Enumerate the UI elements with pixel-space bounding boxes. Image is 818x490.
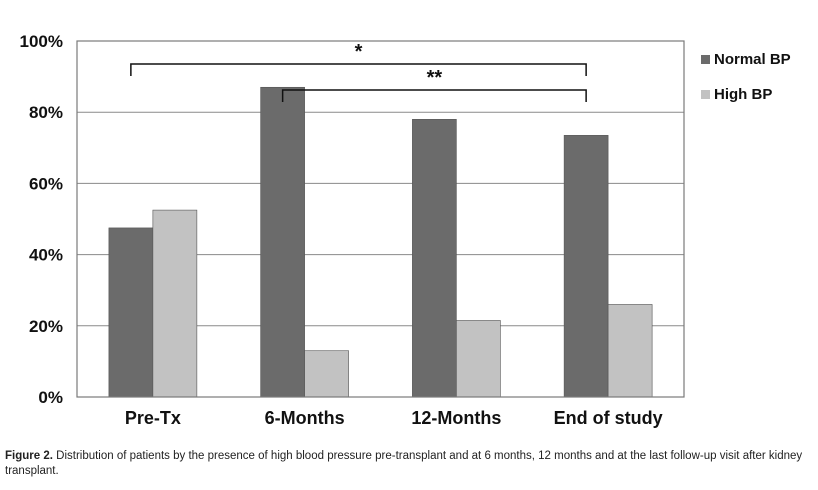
y-tick-label: 40% xyxy=(29,246,63,265)
y-axis-ticks: 0% 20% 40% 60% 80% 100% xyxy=(20,32,63,407)
x-tick-label: End of study xyxy=(554,408,663,428)
bar-normal-bp xyxy=(412,119,457,398)
bar-normal-bp xyxy=(563,135,609,398)
caption-text: Distribution of patients by the presence… xyxy=(5,450,803,477)
bar-high-bp xyxy=(607,304,653,398)
bar-normal-bp xyxy=(260,86,305,398)
legend-swatch xyxy=(701,90,710,99)
x-tick-label: Pre-Tx xyxy=(125,408,181,428)
significance-bracket xyxy=(130,63,587,76)
x-tick-label: 12-Months xyxy=(411,408,501,428)
y-tick-label: 60% xyxy=(29,174,63,193)
significance-bracket xyxy=(281,89,587,102)
y-tick-label: 80% xyxy=(29,103,63,122)
legend-label: Normal BP xyxy=(714,51,791,68)
y-tick-label: 0% xyxy=(38,388,63,407)
bar-high-bp xyxy=(152,209,198,398)
y-tick-label: 100% xyxy=(20,32,63,51)
x-tick-label: 6-Months xyxy=(265,408,345,428)
legend-swatch xyxy=(701,55,710,64)
caption-label: Figure 2. xyxy=(5,450,53,462)
y-tick-label: 20% xyxy=(29,317,63,336)
plot-border xyxy=(76,40,685,398)
bar-normal-bp xyxy=(108,227,154,398)
x-axis-ticks: Pre-Tx 6-Months 12-Months End of study xyxy=(125,408,663,428)
figure-caption: Figure 2. Distribution of patients by th… xyxy=(5,449,813,479)
bars xyxy=(108,86,653,398)
significance-label: ** xyxy=(427,67,443,89)
plot-frame xyxy=(76,40,685,398)
bar-chart: 0% 20% 40% 60% 80% 100% Pre-Tx 6-Months 12-Mont… xyxy=(20,32,791,428)
legend: Normal BP High BP xyxy=(701,51,791,103)
significance-annotations: *** xyxy=(130,41,587,102)
significance-label: * xyxy=(355,41,363,63)
legend-label: High BP xyxy=(714,86,772,103)
bar-high-bp xyxy=(304,350,349,398)
bar-high-bp xyxy=(456,320,501,398)
